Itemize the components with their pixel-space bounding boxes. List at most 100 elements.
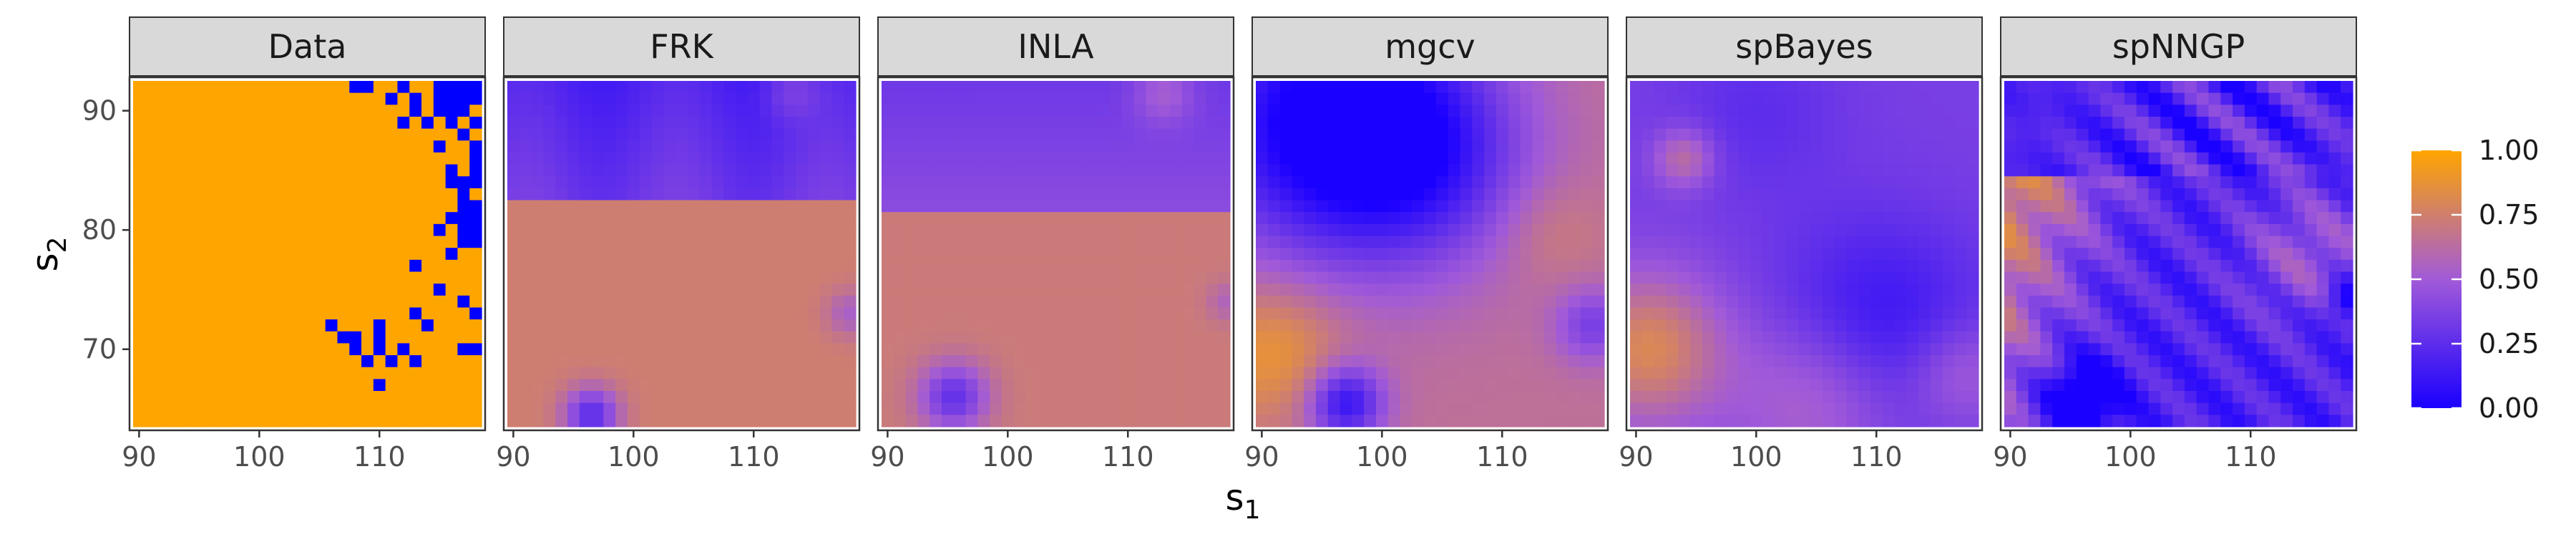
heatmap-cell bbox=[2076, 248, 2089, 261]
heatmap-cell bbox=[651, 331, 664, 344]
heatmap-cell bbox=[1641, 343, 1655, 356]
heatmap-cell bbox=[627, 284, 640, 296]
heatmap-cell bbox=[2124, 248, 2137, 261]
heatmap-cell bbox=[2208, 284, 2221, 296]
heatmap-cell bbox=[1906, 140, 1919, 153]
heatmap-cell bbox=[507, 188, 520, 201]
heatmap-cell bbox=[1798, 200, 1811, 213]
heatmap-cell bbox=[1013, 319, 1027, 332]
heatmap-cell bbox=[1630, 248, 1643, 261]
heatmap-cell bbox=[917, 128, 930, 141]
heatmap-cell bbox=[543, 248, 556, 261]
heatmap-cell bbox=[519, 128, 532, 141]
heatmap-cell bbox=[543, 92, 556, 105]
heatmap-cell bbox=[1834, 319, 1847, 332]
heatmap-cell bbox=[555, 152, 568, 165]
heatmap-cell bbox=[905, 81, 918, 94]
heatmap-cell bbox=[1750, 259, 1763, 273]
heatmap-cell bbox=[603, 367, 616, 379]
heatmap-cell bbox=[699, 319, 713, 332]
heatmap-cell bbox=[2233, 355, 2245, 368]
heatmap-cell bbox=[1738, 319, 1751, 332]
heatmap-cell bbox=[953, 284, 967, 296]
heatmap-cell bbox=[531, 236, 544, 248]
heatmap-cell bbox=[1822, 81, 1835, 94]
heatmap-cell bbox=[1472, 140, 1485, 153]
heatmap-cell bbox=[1592, 343, 1605, 356]
heatmap-cell bbox=[1568, 152, 1581, 165]
heatmap-cell bbox=[1375, 223, 1389, 237]
heatmap-cell bbox=[2268, 212, 2281, 225]
heatmap-cell bbox=[1412, 212, 1425, 225]
heatmap-cell bbox=[1181, 128, 1195, 141]
heatmap-cell bbox=[579, 236, 592, 248]
heatmap-cell bbox=[2220, 271, 2233, 284]
heatmap-cell bbox=[241, 116, 254, 130]
heatmap-cell bbox=[1364, 81, 1377, 94]
heatmap-cell bbox=[1460, 164, 1473, 177]
heatmap-cell bbox=[699, 331, 713, 344]
heatmap-cell bbox=[1750, 164, 1763, 177]
heatmap-cell bbox=[1870, 307, 1883, 320]
heatmap-cell bbox=[2268, 164, 2281, 177]
heatmap-cell bbox=[2052, 343, 2065, 356]
heatmap-cell bbox=[241, 271, 254, 284]
heatmap-cell bbox=[2208, 367, 2221, 379]
heatmap-cell bbox=[1121, 379, 1135, 392]
heatmap-cell bbox=[433, 140, 447, 153]
heatmap-cell bbox=[687, 319, 701, 332]
heatmap-cell bbox=[313, 212, 326, 225]
heatmap-cell bbox=[325, 200, 338, 213]
heatmap-cell bbox=[457, 355, 470, 368]
heatmap-cell bbox=[579, 152, 592, 165]
heatmap-cell bbox=[736, 379, 748, 392]
heatmap-cell bbox=[882, 81, 894, 94]
heatmap-cell bbox=[2328, 212, 2341, 225]
heatmap-cell bbox=[905, 152, 918, 165]
heatmap-cell bbox=[1061, 415, 1075, 427]
heatmap-cell bbox=[2316, 140, 2330, 153]
heatmap-cell bbox=[1714, 379, 1727, 392]
heatmap-cell bbox=[1001, 200, 1015, 213]
heatmap-cell bbox=[469, 140, 482, 153]
heatmap-cell bbox=[1918, 415, 1931, 427]
heatmap-cell bbox=[1279, 176, 1292, 189]
heatmap-cell bbox=[507, 415, 520, 427]
heatmap-cell bbox=[615, 81, 628, 94]
heatmap-cell bbox=[2268, 236, 2281, 248]
heatmap-cell bbox=[2136, 248, 2150, 261]
heatmap-cell bbox=[1133, 152, 1147, 165]
heatmap-cell bbox=[507, 331, 520, 344]
heatmap-cell bbox=[736, 236, 748, 248]
heatmap-cell bbox=[615, 176, 628, 189]
heatmap-cell bbox=[507, 140, 520, 153]
heatmap-cell bbox=[1400, 415, 1413, 427]
heatmap-cell bbox=[1050, 140, 1063, 153]
heatmap-cell bbox=[217, 259, 230, 273]
heatmap-cell bbox=[1762, 152, 1775, 165]
heatmap-cell bbox=[1424, 152, 1437, 165]
heatmap-cell bbox=[2028, 176, 2041, 189]
heatmap-cell bbox=[1520, 331, 1533, 344]
heatmap-cell bbox=[1556, 140, 1569, 153]
heatmap-cell bbox=[2196, 176, 2210, 189]
heatmap-cell bbox=[1954, 152, 1967, 165]
heatmap-cell bbox=[1001, 295, 1015, 309]
heatmap-cell bbox=[2280, 223, 2293, 237]
heatmap-cell bbox=[893, 223, 907, 237]
heatmap-cell bbox=[1170, 81, 1183, 94]
heatmap-cell bbox=[1714, 295, 1727, 309]
heatmap-cell bbox=[1858, 367, 1871, 379]
heatmap-cell bbox=[1654, 248, 1667, 261]
heatmap-cell bbox=[2220, 81, 2233, 94]
heatmap-cell bbox=[1580, 81, 1593, 94]
heatmap-cell bbox=[2088, 319, 2101, 332]
heatmap-cell bbox=[169, 415, 182, 427]
heatmap-cell bbox=[1340, 128, 1352, 141]
heatmap-cell bbox=[555, 140, 568, 153]
heatmap-cell bbox=[1822, 188, 1835, 201]
heatmap-cell bbox=[445, 343, 459, 356]
heatmap-cell bbox=[1870, 248, 1883, 261]
heatmap-cell bbox=[289, 212, 302, 225]
heatmap-cell bbox=[469, 319, 482, 332]
